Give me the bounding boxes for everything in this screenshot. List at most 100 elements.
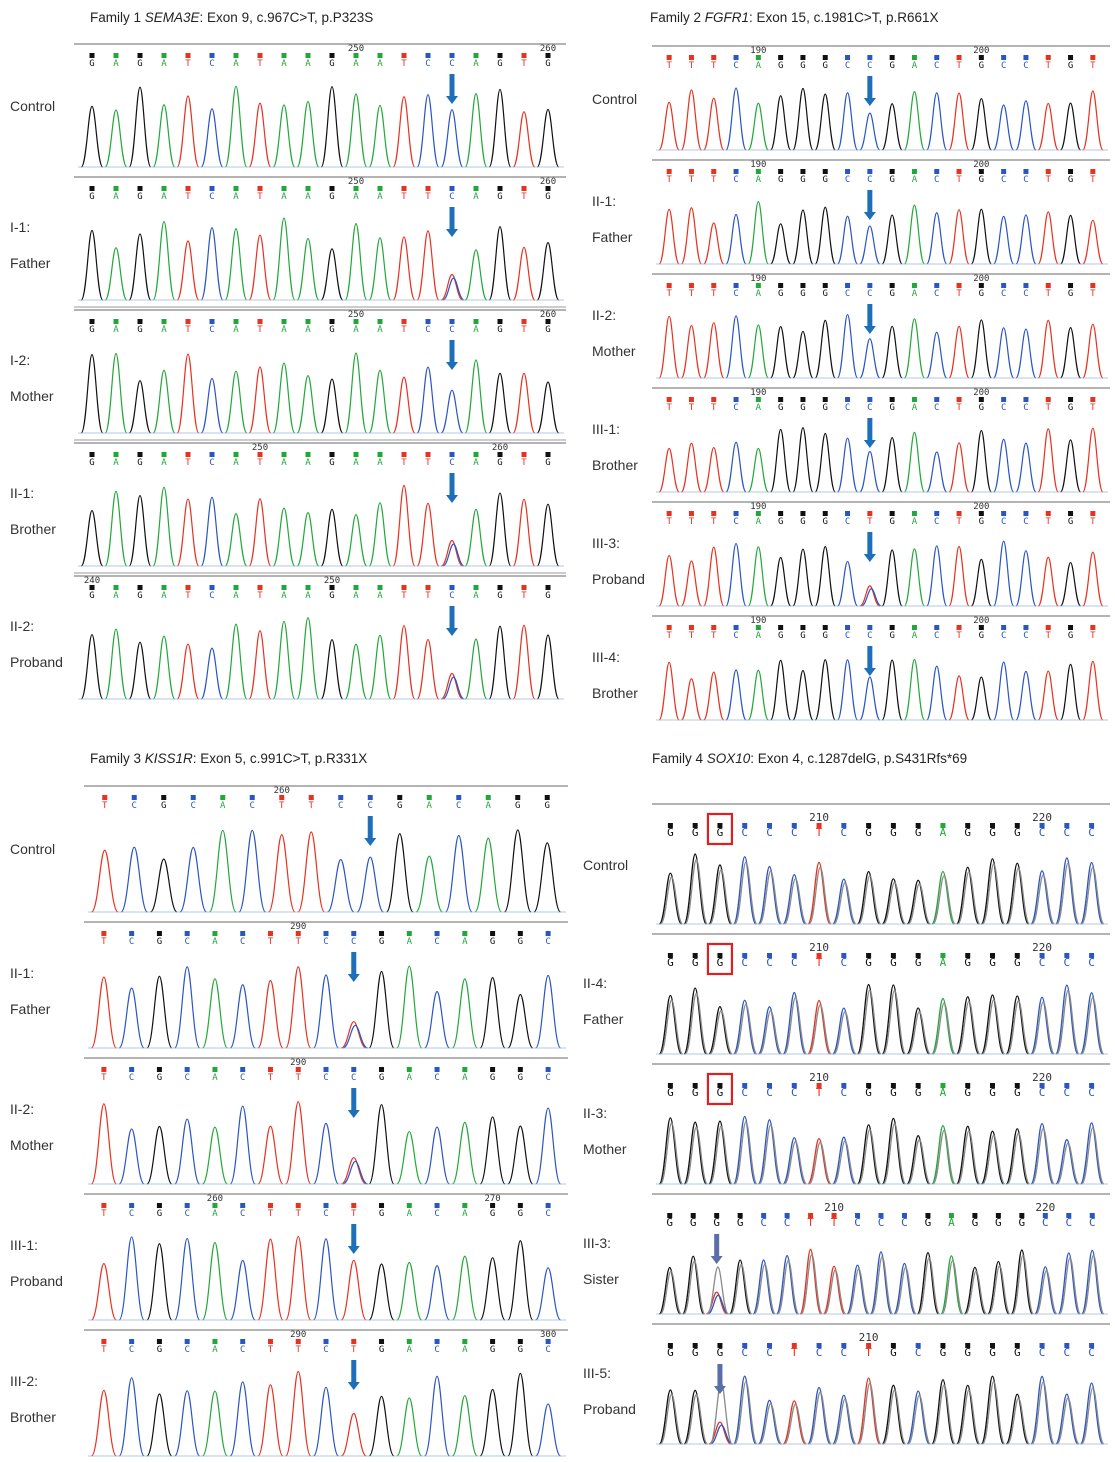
quality-marker [497, 585, 503, 590]
trace-peak [179, 846, 208, 913]
base-call-letter: T [401, 59, 407, 69]
trace-peak [535, 1267, 562, 1321]
trace-peak [859, 676, 881, 721]
trace-peak [296, 617, 320, 700]
base-call-letter: G [778, 289, 783, 299]
quality-marker [113, 319, 119, 324]
base-call-letter: G [497, 192, 502, 202]
quality-marker [1068, 169, 1074, 174]
trace-peak [1031, 1127, 1056, 1185]
quality-marker [733, 625, 739, 630]
base-call-letter: C [1001, 61, 1006, 71]
base-call-letter: G [889, 61, 894, 71]
base-call-letter: G [778, 517, 783, 527]
sample-label: III-5: Proband [583, 1361, 636, 1421]
quality-marker [257, 452, 263, 457]
base-call-letter: T [185, 59, 191, 69]
quality-marker [281, 319, 287, 324]
base-call-letter: T [101, 937, 107, 947]
mutation-arrow-head [446, 362, 458, 370]
quality-marker [800, 625, 806, 630]
trace-peak [981, 999, 1006, 1055]
mutation-arrow [351, 1088, 357, 1110]
trace-peak [296, 374, 320, 434]
base-call-letter: T [268, 1209, 274, 1219]
quality-marker [901, 1213, 907, 1218]
trace-peak [1081, 866, 1105, 925]
title-prefix: Family 3 [90, 751, 145, 766]
base-call-letter: C [184, 1073, 189, 1083]
base-call-letter: G [490, 1073, 495, 1083]
trace-peak [176, 643, 200, 700]
quality-marker [129, 1067, 135, 1072]
trace-peak [152, 369, 176, 434]
trace-peak [903, 91, 926, 151]
quality-marker [367, 795, 373, 800]
trace-peak [858, 875, 882, 925]
quality-marker [305, 186, 311, 191]
quality-marker [401, 186, 407, 191]
base-call-letter: A [377, 59, 383, 69]
sample-id: III-1: [10, 1237, 39, 1254]
trace-peak [320, 86, 344, 168]
base-call-letter: T [1090, 517, 1096, 527]
trace-peak [659, 1270, 683, 1315]
quality-marker [1068, 55, 1074, 60]
quality-marker [711, 169, 717, 174]
quality-marker [338, 795, 344, 800]
base-call-letter: T [401, 591, 407, 601]
quality-marker [462, 1203, 468, 1208]
trace-peak [980, 994, 1005, 1055]
quality-marker [329, 53, 335, 58]
trace-peak [146, 1243, 173, 1321]
trace-peak [926, 331, 948, 379]
trace-peak [871, 1256, 894, 1315]
quality-marker [184, 1339, 190, 1344]
quality-marker [1045, 511, 1051, 516]
trace-peak [392, 376, 416, 434]
chromatogram-trace: 210 220 G G G G C C T T C C C G A G G G C C C [652, 1193, 1110, 1315]
trace-peak [882, 881, 907, 925]
trace-peak [858, 1128, 882, 1185]
quality-marker [978, 283, 984, 288]
trace-peak [770, 223, 792, 265]
sample-id: Control [10, 97, 56, 114]
base-call-letter: C [733, 61, 738, 71]
quality-marker [866, 823, 872, 828]
trace-peak [80, 105, 104, 168]
trace-peak [464, 93, 488, 168]
base-call-letter: G [518, 937, 523, 947]
quality-marker [240, 1339, 246, 1344]
base-call-letter: G [800, 175, 805, 185]
base-call-letter: C [449, 59, 454, 69]
quality-marker [233, 585, 239, 590]
trace-peak [149, 858, 178, 913]
trace-peak [757, 1006, 782, 1055]
quality-marker [129, 1203, 135, 1208]
quality-marker [1001, 397, 1007, 402]
trace-peak [926, 665, 948, 721]
trace-peak [368, 104, 392, 168]
base-call-letter: G [800, 403, 805, 413]
quality-marker [473, 585, 479, 590]
trace-peak [964, 1270, 988, 1315]
trace-peak [229, 984, 256, 1049]
base-call-letter: C [191, 801, 196, 811]
trace-peak [955, 996, 980, 1055]
trace-peak [882, 1123, 907, 1185]
position-number: 250 [348, 44, 364, 54]
trace-peak [881, 878, 906, 925]
base-call-letter: C [741, 1086, 748, 1099]
base-call-letter: A [353, 59, 359, 69]
base-call-letter: A [281, 591, 287, 601]
trace-peak [684, 1393, 709, 1445]
trace-peak [1035, 1270, 1058, 1315]
base-call-letter: C [766, 826, 773, 839]
base-call-letter: C [1064, 956, 1071, 969]
base-call-letter: T [521, 458, 527, 468]
quality-marker [308, 795, 314, 800]
trace-peak [861, 588, 882, 607]
trace-peak [442, 676, 465, 700]
trace-peak [709, 1125, 733, 1185]
base-call-letter: C [184, 937, 189, 947]
